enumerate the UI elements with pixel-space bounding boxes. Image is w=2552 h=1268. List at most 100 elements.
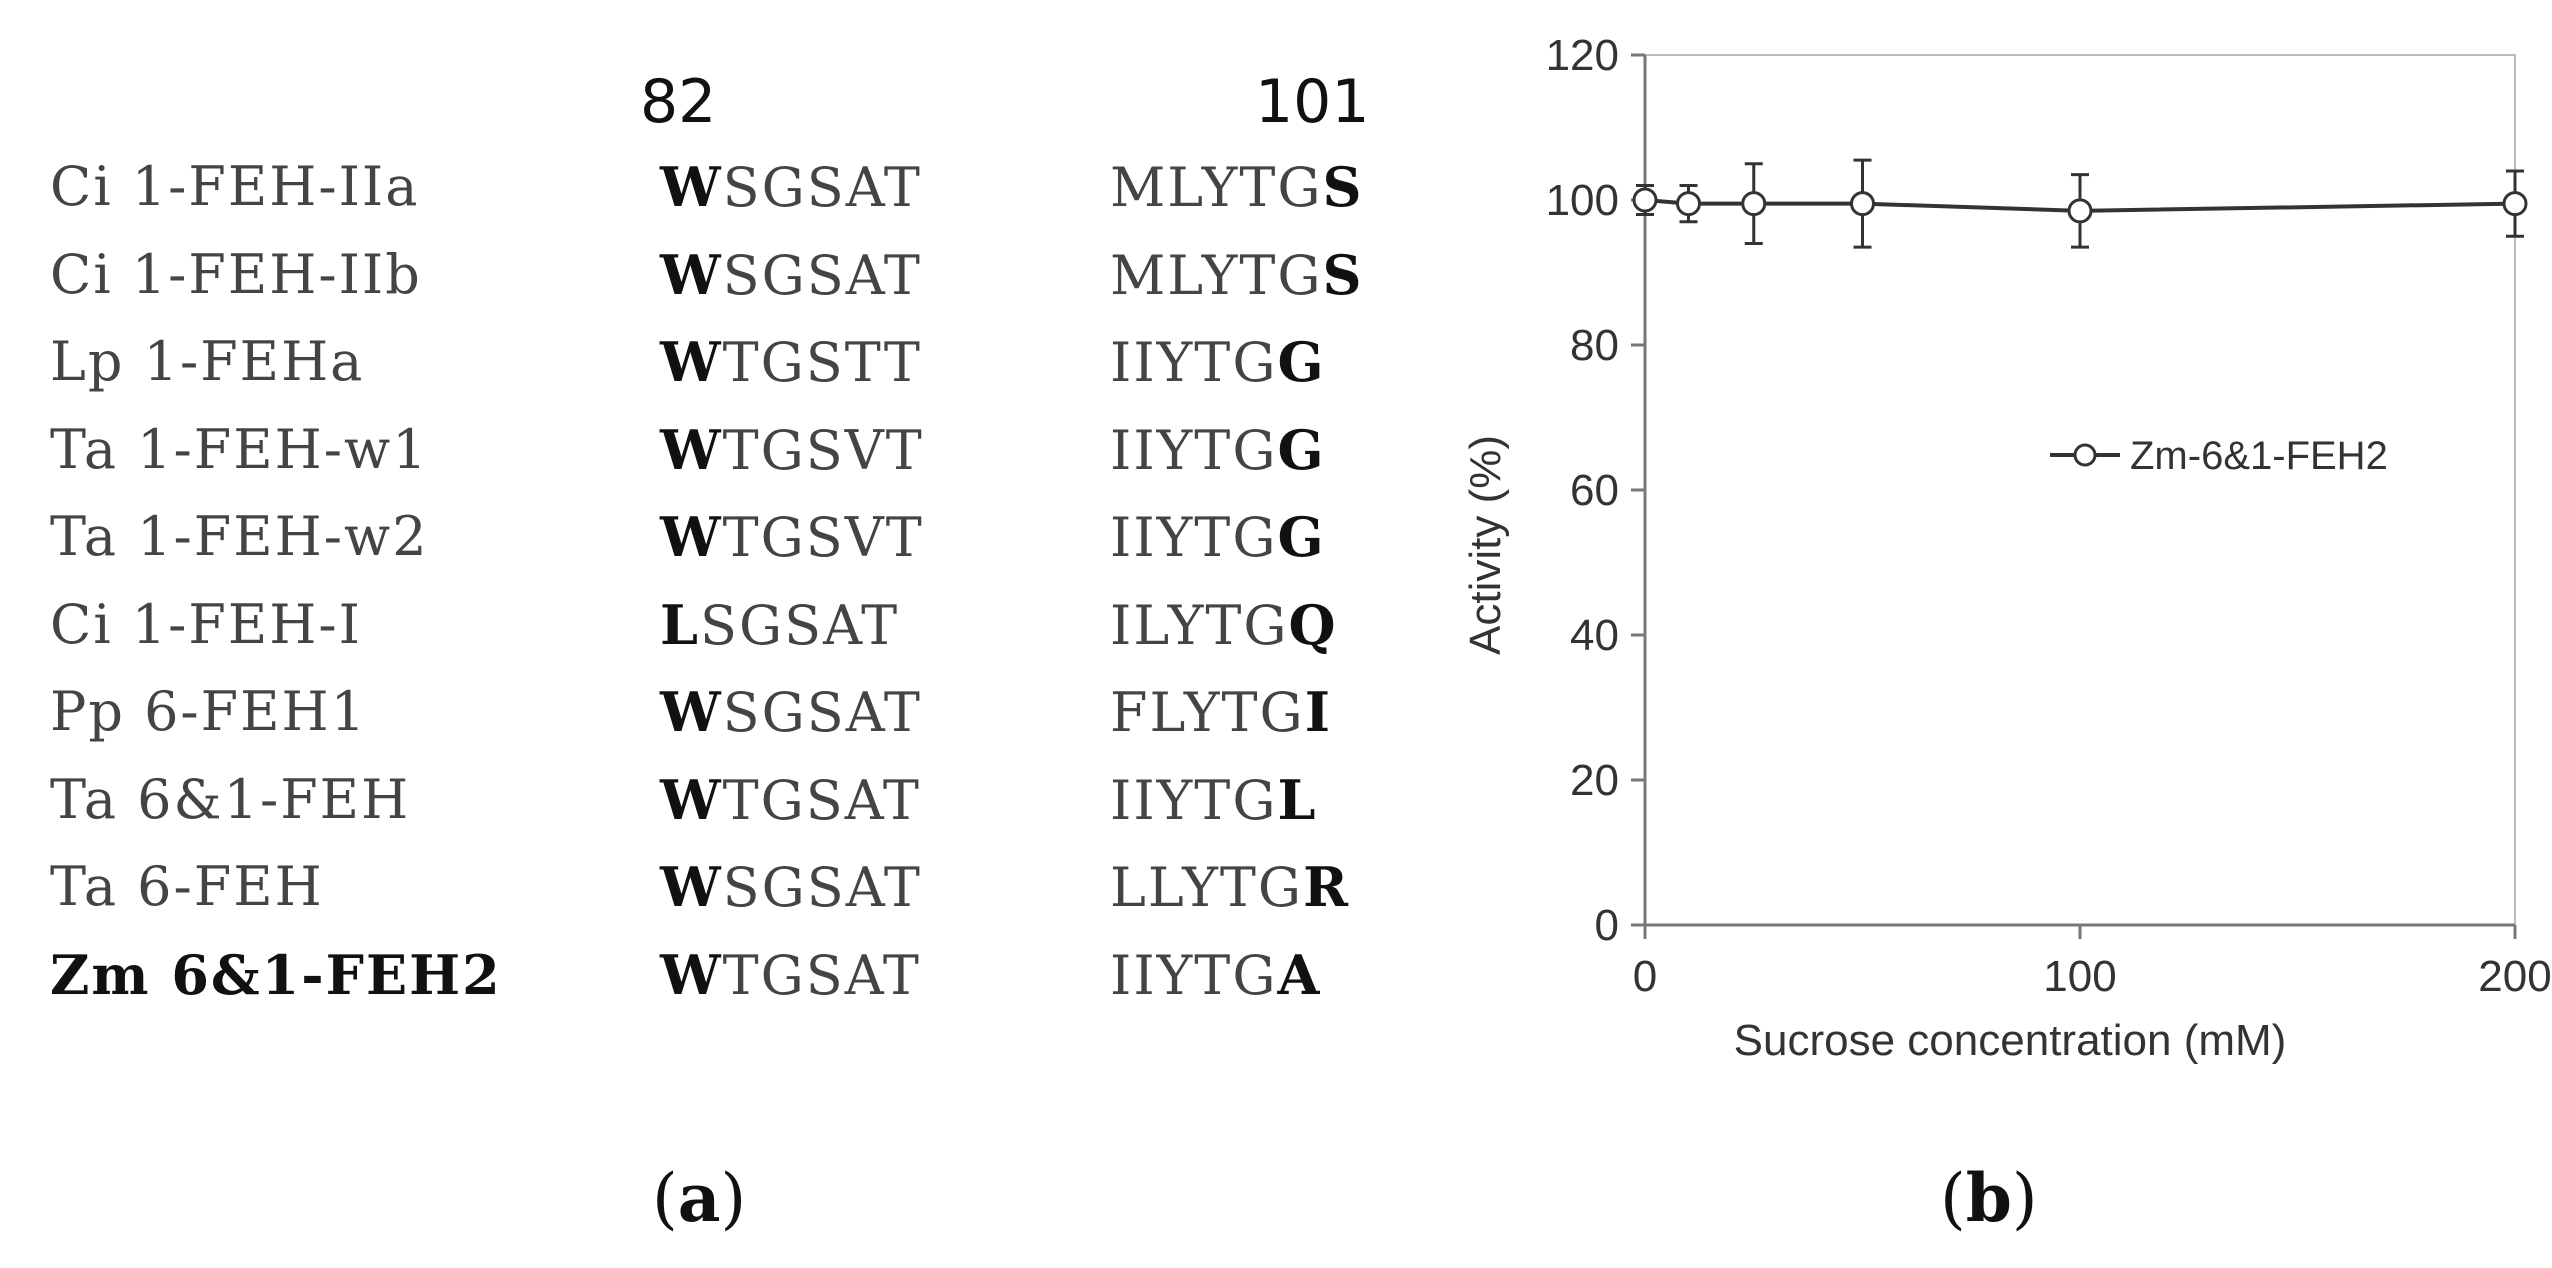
residue-101: Q — [1289, 593, 1338, 657]
segment-101: IIYTGG — [1110, 335, 1326, 390]
x-tick-label: 100 — [2043, 952, 2116, 1001]
segment-82: WTGSAT — [660, 773, 921, 828]
position-label-101: 101 — [1255, 72, 1370, 132]
segment-101: IIYTGA — [1110, 948, 1321, 1003]
segment-101-main: IIYTG — [1110, 419, 1277, 482]
residue-82: L — [660, 593, 700, 657]
segment-101: IIYTGG — [1110, 510, 1326, 565]
residue-101: S — [1323, 155, 1364, 219]
segment-101-main: MLYTG — [1110, 244, 1323, 307]
residue-101: G — [1277, 330, 1325, 394]
activity-chart: 0 20 40 60 80 100 120 0 100 200 Zm-6&1-FEH2 Acti… — [1400, 0, 2552, 1268]
segment-82-rest: SGSAT — [700, 594, 899, 657]
segment-101-main: IIYTG — [1110, 506, 1277, 569]
y-axis-ticks: 0 20 40 60 80 100 120 — [1546, 31, 1645, 950]
residue-101: S — [1323, 243, 1364, 307]
residue-82: W — [660, 855, 723, 919]
data-point — [1743, 193, 1765, 215]
sequence-name: Ta 1-FEH-w2 — [50, 510, 429, 564]
y-tick-label: 40 — [1570, 611, 1619, 660]
x-tick-label: 200 — [2478, 952, 2551, 1001]
segment-101-main: LLYTG — [1110, 856, 1303, 919]
alignment-row: Lp 1-FEHa WTGSTT IIYTGG — [0, 335, 1400, 425]
segment-101: IIYTGG — [1110, 423, 1326, 478]
residue-82: W — [660, 155, 723, 219]
sequence-name: Ta 6&1-FEH — [50, 773, 410, 827]
alignment-row: Ci 1-FEH-IIb WSGSAT MLYTGS — [0, 248, 1400, 338]
x-tick-label: 0 — [1633, 952, 1657, 1001]
alignment-row: Zm 6&1-FEH2 WTGSAT IIYTGA — [0, 948, 1400, 1038]
x-axis-title: Sucrose concentration (mM) — [1734, 1016, 2287, 1065]
segment-82: WTGSVT — [660, 423, 924, 478]
segment-82-rest: TGSVT — [723, 419, 924, 482]
segment-82-rest: SGSAT — [723, 856, 922, 919]
residue-82: W — [660, 330, 723, 394]
segment-101-main: IIYTG — [1110, 331, 1277, 394]
panel-label-b: (b) — [1940, 1165, 2038, 1232]
residue-82: W — [660, 505, 723, 569]
panel-label-a: (a) — [652, 1165, 746, 1232]
segment-101: MLYTGS — [1110, 248, 1364, 303]
sequence-name: Lp 1-FEHa — [50, 335, 364, 389]
segment-101: LLYTGR — [1110, 860, 1350, 915]
sequence-name: Zm 6&1-FEH2 — [50, 948, 502, 1002]
segment-101: MLYTGS — [1110, 160, 1364, 215]
segment-101-main: FLYTG — [1110, 681, 1305, 744]
position-label-82: 82 — [640, 72, 716, 132]
segment-82: WTGSAT — [660, 948, 921, 1003]
alignment-panel: 82 101 Ci 1-FEH-IIa WSGSAT MLYTGS Ci 1-FEH-… — [0, 0, 1400, 1268]
sequence-name: Ci 1-FEH-I — [50, 598, 362, 652]
activity-chart-panel: 0 20 40 60 80 100 120 0 100 200 Zm-6&1-FEH2 Acti… — [1400, 0, 2552, 1268]
segment-82-rest: TGSAT — [723, 769, 921, 832]
segment-101: FLYTGI — [1110, 685, 1332, 740]
alignment-row: Ta 1-FEH-w2 WTGSVT IIYTGG — [0, 510, 1400, 600]
y-tick-label: 120 — [1546, 31, 1619, 80]
alignment-row: Ci 1-FEH-IIa WSGSAT MLYTGS — [0, 160, 1400, 250]
residue-101: G — [1277, 505, 1325, 569]
residue-101: G — [1277, 418, 1325, 482]
y-tick-label: 100 — [1546, 176, 1619, 225]
data-point — [2504, 193, 2526, 215]
segment-82-rest: TGSVT — [723, 506, 924, 569]
segment-82: WSGSAT — [660, 685, 922, 740]
segment-82: WSGSAT — [660, 160, 922, 215]
sequence-name: Ta 1-FEH-w1 — [50, 423, 429, 477]
segment-82-rest: SGSAT — [723, 156, 922, 219]
alignment-row: Pp 6-FEH1 WSGSAT FLYTGI — [0, 685, 1400, 775]
series-layer — [1634, 160, 2526, 247]
segment-82-rest: SGSAT — [723, 681, 922, 744]
alignment-row: Ci 1-FEH-I LSGSAT ILYTGQ — [0, 598, 1400, 688]
segment-101: IIYTGL — [1110, 773, 1317, 828]
segment-82-rest: TGSAT — [723, 944, 921, 1007]
segment-82-rest: SGSAT — [723, 244, 922, 307]
data-point — [1852, 193, 1874, 215]
data-point — [1634, 189, 1656, 211]
segment-82: WTGSTT — [660, 335, 922, 390]
segment-101-main: IIYTG — [1110, 944, 1277, 1007]
residue-101: I — [1305, 680, 1332, 744]
y-tick-label: 80 — [1570, 321, 1619, 370]
sequence-name: Ci 1-FEH-IIa — [50, 160, 419, 214]
residue-101: R — [1303, 855, 1350, 919]
segment-82: LSGSAT — [660, 598, 899, 653]
y-tick-label: 60 — [1570, 466, 1619, 515]
segment-101: ILYTGQ — [1110, 598, 1338, 653]
segment-101-main: ILYTG — [1110, 594, 1289, 657]
legend-marker — [2075, 445, 2095, 465]
sequence-name: Pp 6-FEH1 — [50, 685, 367, 739]
segment-82: WSGSAT — [660, 248, 922, 303]
segment-82-rest: TGSTT — [723, 331, 922, 394]
x-axis-ticks: 0 100 200 — [1633, 925, 2552, 1001]
segment-101-main: IIYTG — [1110, 769, 1277, 832]
residue-82: W — [660, 768, 723, 832]
residue-82: W — [660, 680, 723, 744]
segment-82: WTGSVT — [660, 510, 924, 565]
residue-82: W — [660, 418, 723, 482]
y-tick-label: 0 — [1595, 901, 1619, 950]
residue-82: W — [660, 943, 723, 1007]
residue-101: L — [1277, 768, 1317, 832]
sequence-name: Ci 1-FEH-IIb — [50, 248, 422, 302]
residue-82: W — [660, 243, 723, 307]
data-point — [2069, 200, 2091, 222]
residue-101: A — [1277, 943, 1321, 1007]
